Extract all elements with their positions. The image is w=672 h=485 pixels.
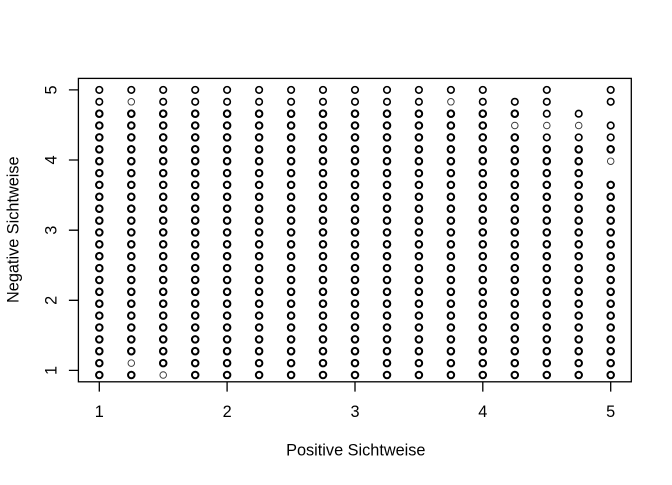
svg-text:3: 3 [42, 226, 60, 235]
svg-text:5: 5 [42, 85, 60, 94]
svg-text:5: 5 [606, 403, 615, 421]
svg-text:1: 1 [95, 403, 104, 421]
svg-text:Positive Sichtweise: Positive Sichtweise [286, 441, 425, 459]
svg-text:4: 4 [478, 403, 487, 421]
svg-text:2: 2 [223, 403, 232, 421]
svg-text:3: 3 [350, 403, 359, 421]
svg-text:Negative Sichtweise: Negative Sichtweise [4, 156, 22, 303]
svg-text:4: 4 [42, 155, 60, 164]
svg-text:1: 1 [42, 366, 60, 375]
svg-text:2: 2 [42, 296, 60, 305]
